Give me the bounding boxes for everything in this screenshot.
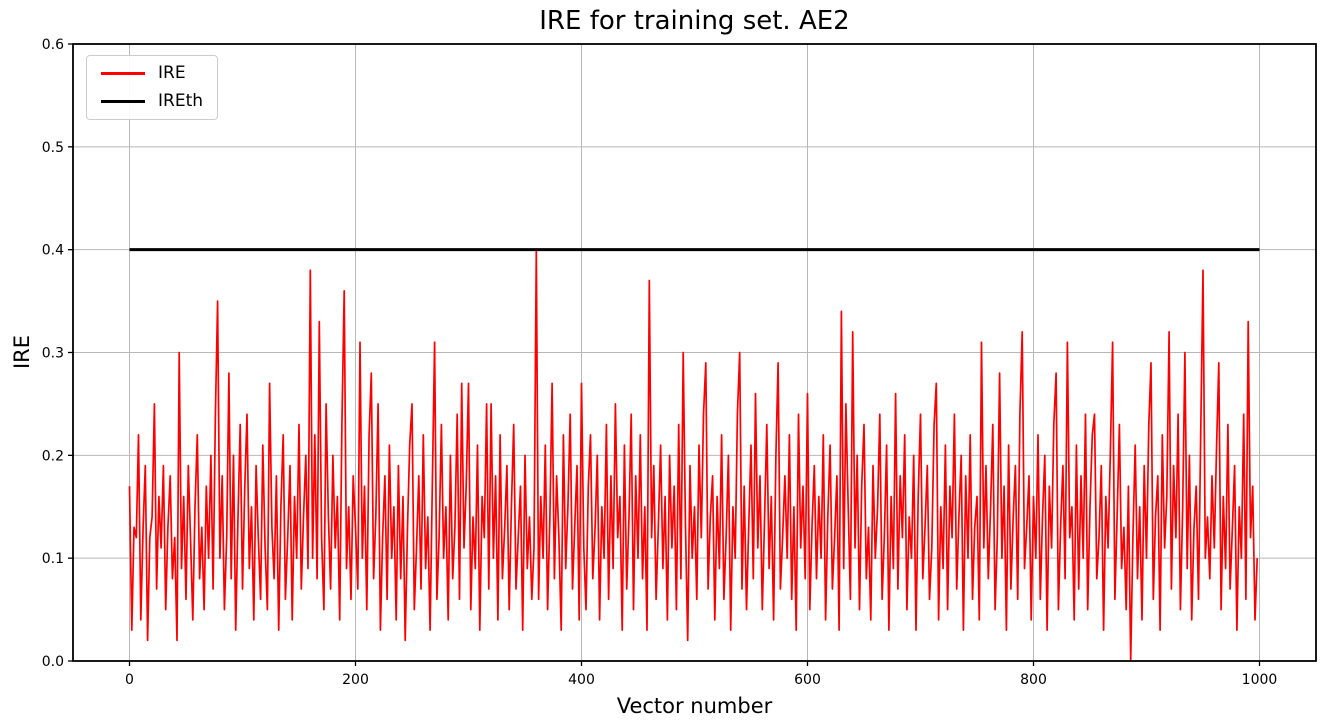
x-tick-label: 600 [794, 672, 821, 688]
y-tick-label: 0.2 [42, 448, 64, 464]
legend-label-ire: IRE [158, 63, 186, 83]
x-axis-label: Vector number [616, 694, 773, 718]
legend-label-ireth: IREth [158, 91, 204, 111]
x-tick-label: 800 [1020, 672, 1047, 688]
y-tick-label: 0.0 [42, 654, 64, 670]
y-tick-label: 0.1 [42, 551, 64, 567]
ireth-line-swatch [101, 100, 145, 103]
legend-item-ire: IRE [101, 65, 203, 82]
plot-border [72, 43, 1317, 662]
legend-item-ireth: IREth [101, 93, 203, 110]
y-tick-label: 0.5 [42, 140, 64, 156]
x-tick-label: 200 [342, 672, 369, 688]
x-tick-label: 1000 [1242, 672, 1278, 688]
y-tick-label: 0.3 [42, 346, 64, 362]
x-tick-label: 0 [125, 672, 134, 688]
y-tick-label: 0.4 [42, 243, 64, 259]
ire-series-line [128, 248, 1259, 662]
chart-title: IRE for training set. AE2 [539, 6, 850, 36]
x-tick-label: 400 [568, 672, 595, 688]
y-tick-label: 0.6 [42, 37, 64, 53]
ire-line-swatch [101, 72, 145, 75]
legend: IRE IREth [86, 55, 219, 120]
